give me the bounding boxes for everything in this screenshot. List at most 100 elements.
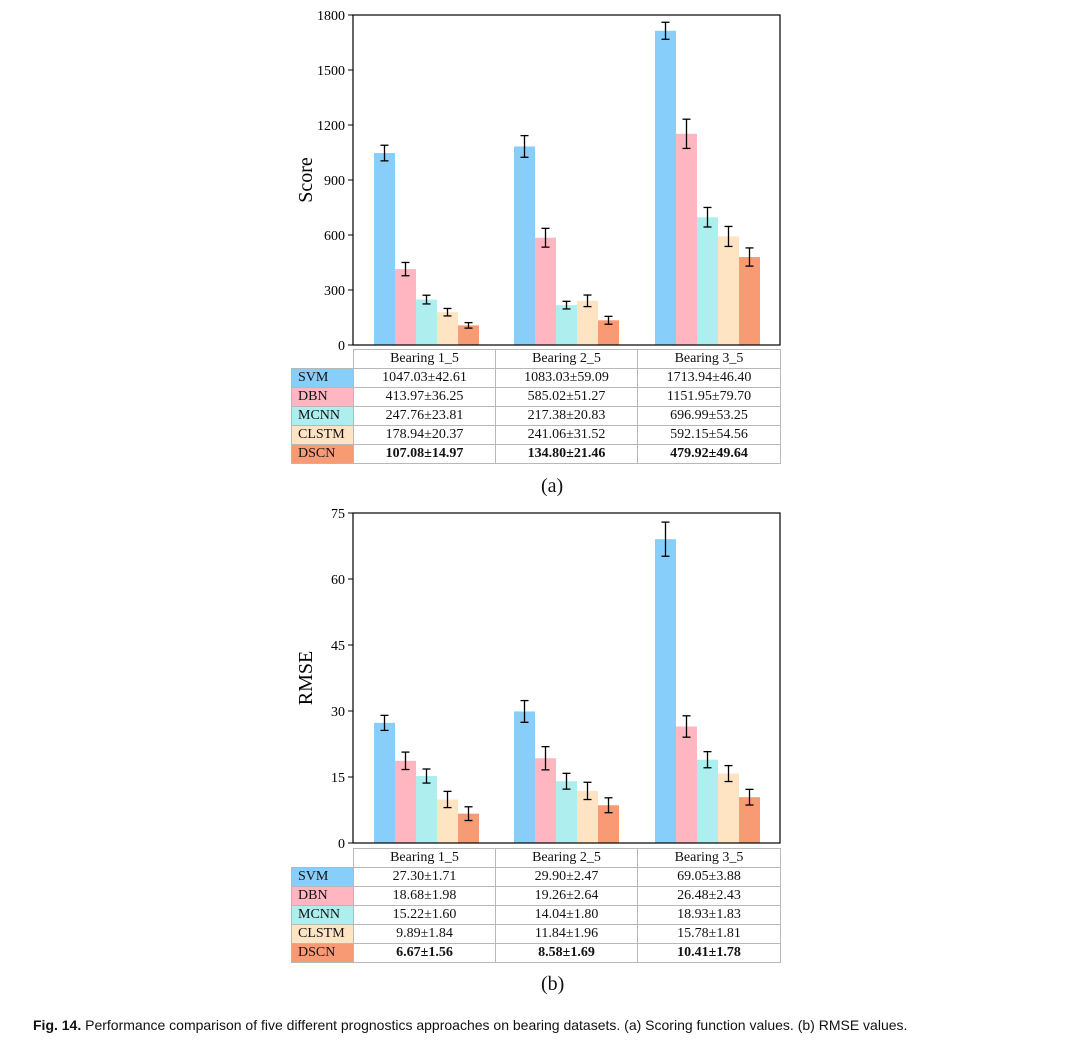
bar-dscn — [458, 325, 479, 345]
y-tick-label: 30 — [331, 705, 345, 720]
table-row: CLSTM 9.89±1.84 11.84±1.96 15.78±1.81 — [291, 924, 781, 944]
table-cell: 14.04±1.80 — [495, 905, 638, 925]
table-cell: 1151.95±79.70 — [637, 387, 781, 407]
table-cell: 585.02±51.27 — [495, 387, 638, 407]
figure-caption: Fig. 14. Performance comparison of five … — [33, 1017, 907, 1033]
table-row: DSCN 107.08±14.97 134.80±21.46 479.92±49.64 — [291, 444, 781, 464]
table-cell: 9.89±1.84 — [353, 924, 496, 944]
y-axis-label: Score — [295, 157, 317, 203]
bar-dscn — [739, 797, 760, 843]
caption-text: Performance comparison of five different… — [85, 1017, 908, 1033]
table-cell: 6.67±1.56 — [353, 943, 496, 963]
legend-label-mcnn: MCNN — [291, 905, 354, 925]
bar-clstm — [437, 799, 458, 843]
table-row: DSCN 6.67±1.56 8.58±1.69 10.41±1.78 — [291, 943, 781, 963]
table-cell: 134.80±21.46 — [495, 444, 638, 464]
legend-label-dscn: DSCN — [291, 943, 354, 963]
y-tick-label: 0 — [338, 339, 345, 354]
y-tick-label: 0 — [338, 837, 345, 852]
bar-svm — [655, 30, 676, 345]
table-cell: 1083.03±59.09 — [495, 368, 638, 388]
y-tick-label: 15 — [331, 771, 345, 786]
table-cell: 696.99±53.25 — [637, 406, 781, 426]
subfigure-label-a: (a) — [541, 475, 564, 497]
table-row: SVM 27.30±1.71 29.90±2.47 69.05±3.88 — [291, 867, 781, 887]
bar-svm — [514, 146, 535, 345]
category-header: Bearing 2_5 — [495, 848, 638, 868]
legend-label-mcnn: MCNN — [291, 406, 354, 426]
table-cell: 15.22±1.60 — [353, 905, 496, 925]
table-cell: 1047.03±42.61 — [353, 368, 496, 388]
y-tick-label: 600 — [324, 229, 345, 244]
legend-label-dbn: DBN — [291, 387, 354, 407]
table-cell: 1713.94±46.40 — [637, 368, 781, 388]
bar-clstm — [718, 236, 739, 345]
table-header-row: Bearing 1_5 Bearing 2_5 Bearing 3_5 — [292, 349, 781, 369]
bar-dscn — [458, 813, 479, 843]
table-cell: 26.48±2.43 — [637, 886, 781, 906]
bar-svm — [374, 722, 395, 843]
bar-dscn — [598, 805, 619, 843]
table-row: DBN 18.68±1.98 19.26±2.64 26.48±2.43 — [291, 886, 781, 906]
legend-label-dbn: DBN — [291, 886, 354, 906]
caption-label: Fig. 14. — [33, 1017, 82, 1033]
bar-svm — [514, 711, 535, 843]
table-cell: 479.92±49.64 — [637, 444, 781, 464]
table-header-row: Bearing 1_5 Bearing 2_5 Bearing 3_5 — [292, 848, 781, 868]
bar-mcnn — [416, 776, 437, 843]
subfigure-label-b: (b) — [541, 973, 565, 995]
legend-label-clstm: CLSTM — [291, 924, 354, 944]
bar-dscn — [739, 257, 760, 345]
table-cell: 10.41±1.78 — [637, 943, 781, 963]
table-corner — [292, 849, 354, 868]
category-header: Bearing 3_5 — [637, 349, 781, 369]
bar-dbn — [676, 133, 697, 345]
table-cell: 27.30±1.71 — [353, 867, 496, 887]
category-header: Bearing 1_5 — [353, 848, 496, 868]
table-cell: 8.58±1.69 — [495, 943, 638, 963]
bar-mcnn — [556, 781, 577, 843]
table-row: MCNN 247.76±23.81 217.38±20.83 696.99±53.25 — [291, 406, 781, 426]
table-cell: 69.05±3.88 — [637, 867, 781, 887]
table-row: CLSTM 178.94±20.37 241.06±31.52 592.15±54.5… — [291, 425, 781, 445]
bar-dbn — [676, 726, 697, 843]
table-cell: 19.26±2.64 — [495, 886, 638, 906]
y-tick-label: 900 — [324, 174, 345, 189]
table-cell: 592.15±54.56 — [637, 425, 781, 445]
table-cell: 413.97±36.25 — [353, 387, 496, 407]
y-tick-label: 75 — [331, 507, 345, 522]
bar-clstm — [718, 773, 739, 843]
y-tick-label: 1800 — [317, 9, 345, 24]
rmse-chart: 0 15 30 45 60 75 RMSE — [295, 507, 781, 852]
table-row: SVM 1047.03±42.61 1083.03±59.09 1713.94±46.… — [291, 368, 781, 388]
y-tick-label: 300 — [324, 284, 345, 299]
table-cell: 241.06±31.52 — [495, 425, 638, 445]
table-cell: 18.93±1.83 — [637, 905, 781, 925]
category-header: Bearing 2_5 — [495, 349, 638, 369]
bar-clstm — [577, 300, 598, 345]
bar-svm — [374, 153, 395, 345]
table-cell: 11.84±1.96 — [495, 924, 638, 944]
table-cell: 107.08±14.97 — [353, 444, 496, 464]
score-table: Bearing 1_5 Bearing 2_5 Bearing 3_5 SVM 1047… — [291, 349, 781, 464]
category-header: Bearing 3_5 — [637, 848, 781, 868]
table-cell: 18.68±1.98 — [353, 886, 496, 906]
table-cell: 29.90±2.47 — [495, 867, 638, 887]
table-row: MCNN 15.22±1.60 14.04±1.80 18.93±1.83 — [291, 905, 781, 925]
y-tick-label: 60 — [331, 573, 345, 588]
bar-dbn — [535, 237, 556, 345]
legend-label-svm: SVM — [291, 867, 354, 887]
legend-label-svm: SVM — [291, 368, 354, 388]
bar-mcnn — [697, 217, 718, 345]
plot-frame — [352, 512, 781, 844]
bar-mcnn — [556, 305, 577, 345]
table-cell: 178.94±20.37 — [353, 425, 496, 445]
score-chart: 0 300 600 900 1200 1500 1800 Score — [295, 9, 781, 354]
legend-label-dscn: DSCN — [291, 444, 354, 464]
bar-dbn — [535, 758, 556, 843]
table-cell: 247.76±23.81 — [353, 406, 496, 426]
table-cell: 217.38±20.83 — [495, 406, 638, 426]
y-tick-label: 1200 — [317, 119, 345, 134]
table-corner — [292, 350, 354, 369]
